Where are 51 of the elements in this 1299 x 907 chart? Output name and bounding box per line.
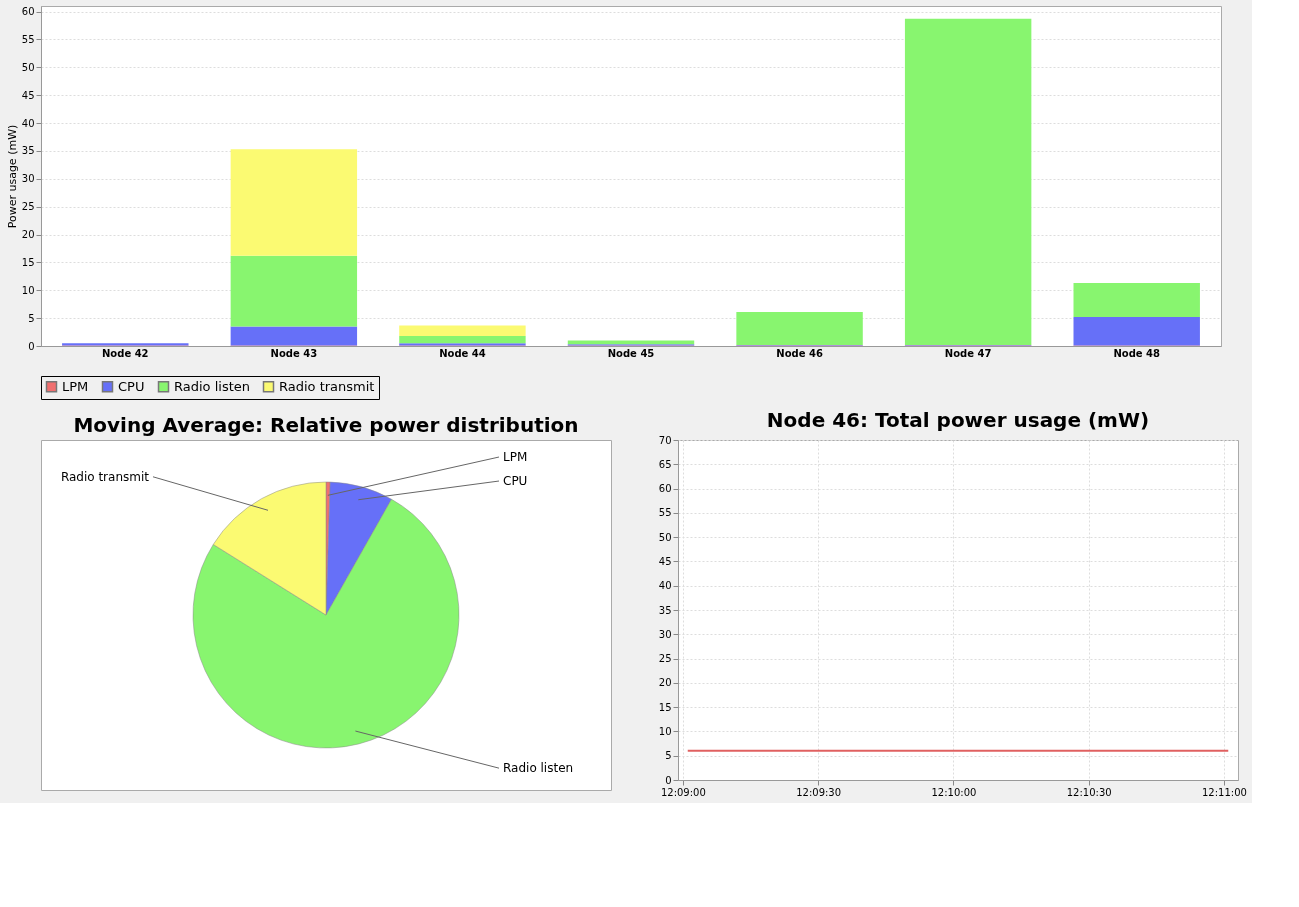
y-tick-label: 40 [21, 117, 35, 129]
y-tick-label: 45 [658, 555, 672, 567]
y-tick-label: 10 [658, 725, 672, 737]
x-tick-label: 12:09:00 [660, 786, 706, 798]
x-tick-label: Node 42 [102, 347, 149, 359]
x-tick-label: Node 45 [607, 347, 655, 359]
y-tick-label: 15 [658, 701, 672, 713]
y-tick-label: 20 [21, 229, 35, 241]
x-tick-label: 12:10:30 [1066, 786, 1112, 798]
y-tick-label: 30 [21, 173, 35, 185]
slice-label: Radio transmit [60, 469, 150, 484]
y-tick-label: 0 [28, 340, 35, 352]
y-tick-label: 40 [658, 580, 672, 592]
x-tick-label: Node 43 [270, 347, 318, 359]
y-tick-label: 5 [665, 750, 672, 762]
slice-label: LPM [503, 450, 528, 465]
y-tick-label: 30 [658, 628, 672, 640]
y-tick-label: 35 [658, 604, 672, 616]
y-tick-label: 55 [658, 507, 672, 519]
chart-title: Node 46: Total power usage (mW) [766, 408, 1150, 432]
x-tick-label: 12:09:30 [796, 786, 842, 798]
y-tick-label: 10 [21, 284, 35, 296]
y-tick-label: 55 [21, 33, 35, 45]
x-tick-label: Node 48 [1113, 347, 1161, 359]
x-tick-label: Node 44 [439, 347, 486, 359]
legend-label: Radio transmit [279, 378, 375, 394]
y-tick-label: 60 [658, 483, 672, 495]
y-tick-label: 25 [21, 201, 35, 213]
slice-label: CPU [503, 474, 528, 489]
x-tick-label: 12:11:00 [1201, 786, 1247, 798]
legend-label: CPU [118, 378, 145, 394]
x-tick-label: Node 47 [944, 347, 992, 359]
y-tick-label: 20 [658, 677, 672, 689]
y-tick-label: 45 [21, 89, 35, 101]
y-tick-label: 70 [658, 434, 672, 446]
x-tick-label: 12:10:00 [931, 786, 977, 798]
chart-title: Moving Average: Relative power distribution [73, 413, 579, 437]
y-tick-label: 25 [658, 653, 672, 665]
y-tick-label: 60 [21, 6, 35, 18]
y-tick-label: 50 [21, 61, 35, 73]
y-tick-label: 5 [28, 312, 35, 324]
slice-label: Radio listen [503, 761, 574, 776]
y-axis-title: Power usage (mW) [5, 124, 19, 229]
x-tick-label: Node 46 [776, 347, 823, 359]
y-tick-label: 50 [658, 531, 672, 543]
y-tick-label: 15 [21, 256, 35, 268]
legend-label: LPM [62, 378, 89, 394]
y-tick-label: 35 [21, 145, 35, 157]
y-tick-label: 0 [665, 774, 672, 786]
legend-label: Radio listen [174, 378, 250, 394]
y-tick-label: 65 [658, 458, 672, 470]
